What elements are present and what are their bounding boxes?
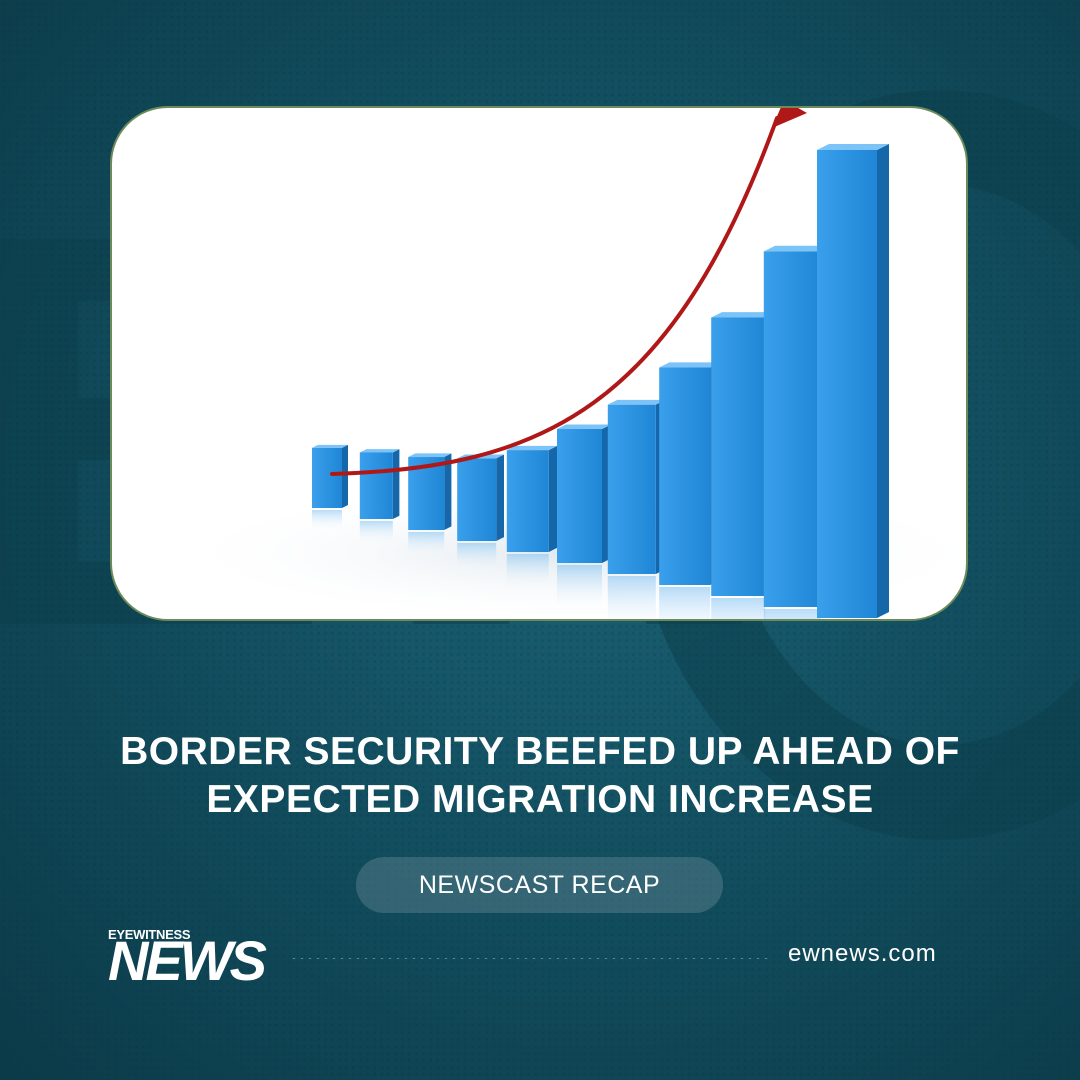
bar-top	[408, 453, 452, 458]
headline-line-1: BORDER SECURITY BEEFED UP AHEAD OF	[120, 730, 960, 773]
bar-top	[312, 444, 348, 448]
bar	[763, 251, 821, 607]
bar-chart-illustration	[162, 108, 966, 621]
bar-side	[496, 454, 504, 541]
bar-reflection	[763, 609, 821, 619]
bar-side	[342, 444, 348, 508]
bar	[312, 447, 342, 508]
bar	[711, 317, 766, 596]
headline: BORDER SECURITY BEEFED UP AHEAD OF EXPEC…	[0, 728, 1080, 824]
bar-top	[359, 449, 400, 453]
bar-top	[763, 245, 833, 252]
trend-arrow	[330, 116, 779, 476]
logo-news-text: NEWS	[108, 929, 267, 992]
bar-reflection	[817, 620, 877, 621]
bar-reflection	[659, 587, 711, 619]
bar-reflection	[359, 521, 393, 545]
bar-top	[506, 445, 558, 451]
bar	[607, 404, 656, 574]
bar-reflection	[312, 510, 342, 532]
bar	[659, 367, 711, 585]
bar	[359, 452, 393, 519]
bar-side	[548, 445, 558, 552]
bar-reflection	[457, 543, 497, 572]
bar-reflection	[607, 576, 656, 619]
website-url: ewnews.com	[788, 940, 937, 967]
arrow-head	[772, 108, 807, 128]
bar-side	[392, 449, 400, 519]
image-card	[110, 106, 968, 621]
bar-top	[607, 399, 666, 405]
bar	[506, 450, 549, 552]
bar-side	[444, 453, 452, 530]
dotted-divider	[290, 957, 770, 960]
bar	[817, 150, 877, 618]
bar-top	[817, 144, 889, 150]
bar	[557, 429, 602, 563]
headline-line-2: EXPECTED MIGRATION INCREASE	[206, 778, 874, 821]
eyewitness-news-logo: EYEWITNESS NEWS	[108, 927, 273, 993]
newscast-recap-badge: NEWSCAST RECAP	[356, 857, 723, 913]
bar	[457, 458, 497, 541]
bar-reflection	[408, 532, 445, 558]
bar-top	[659, 362, 721, 368]
bar-reflection	[557, 565, 602, 612]
bar-reflection	[711, 598, 766, 619]
bar-top	[711, 312, 776, 318]
logo-eyewitness-text: EYEWITNESS	[108, 927, 191, 942]
bar-reflection	[506, 554, 549, 590]
bar-side	[877, 144, 889, 618]
bar-top	[557, 424, 611, 430]
